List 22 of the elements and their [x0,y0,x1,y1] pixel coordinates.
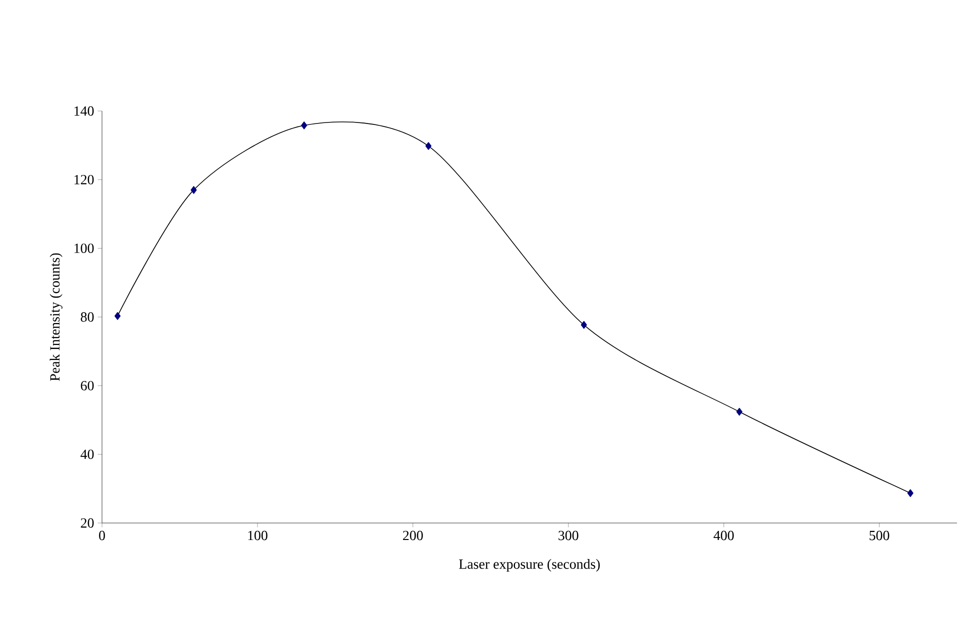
point [580,320,587,329]
y-tick-label: 80 [80,312,94,322]
x-tick-label: 400 [714,530,734,540]
y-tick-label: 120 [74,174,94,184]
x-tick-label: 200 [403,530,423,540]
x-tick-label: 100 [248,530,268,540]
y-tick-label: 20 [80,518,94,528]
y-tick-label: 40 [80,450,94,460]
y-tick-label: 100 [74,244,94,254]
point [190,186,197,194]
y-tick-label: 60 [80,380,94,390]
point [907,489,914,498]
y-axis-title: Peak Intensity (counts) [50,253,62,381]
x-tick-label: 0 [99,530,105,540]
y-tick-label: 140 [74,106,94,116]
x-tick-label: 500 [870,530,890,540]
x-tick-label: 300 [558,530,578,540]
point [114,312,121,320]
point [425,142,432,150]
x-axis-title: Laser exposure (seconds) [459,559,600,572]
point [736,408,742,416]
point [301,122,308,130]
